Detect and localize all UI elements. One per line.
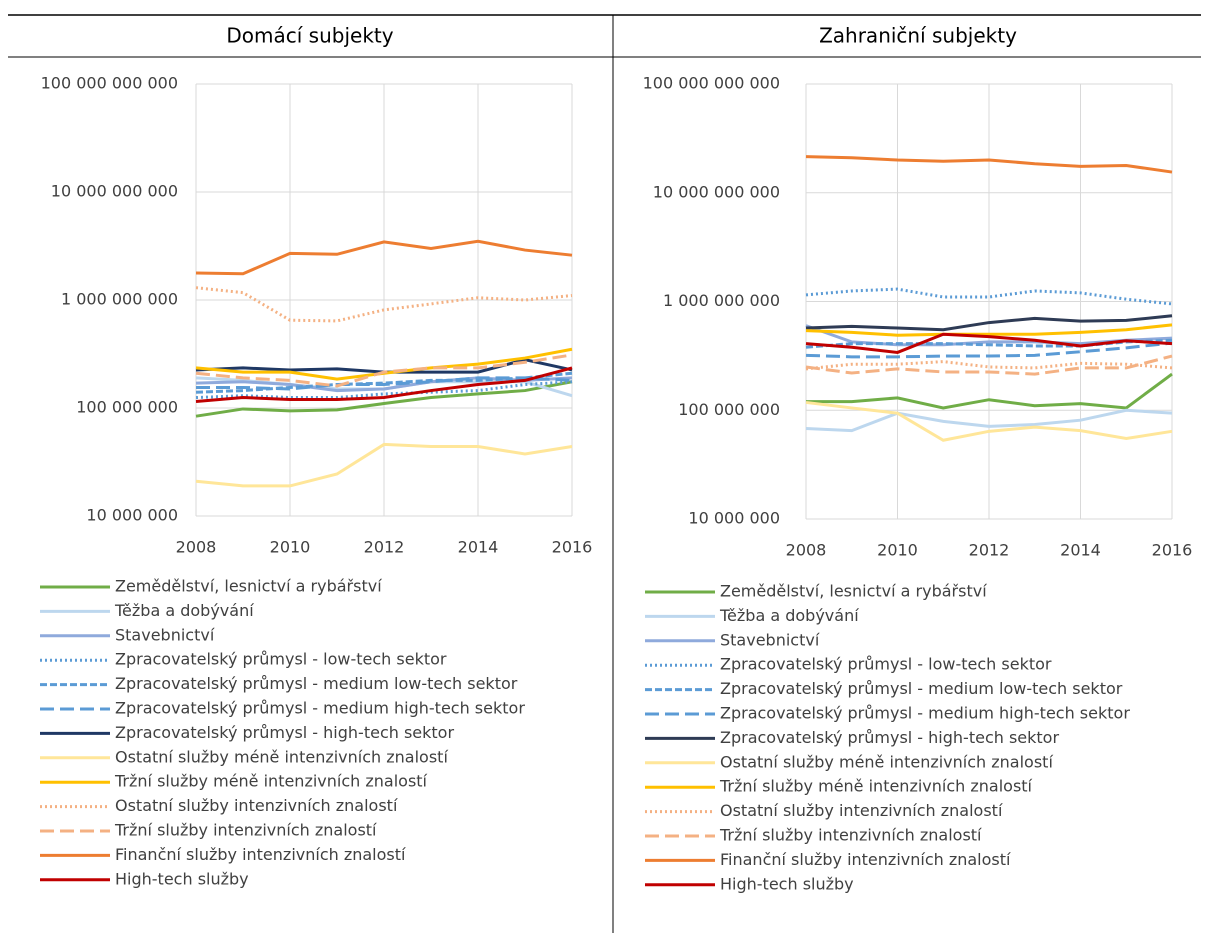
- legend-label: Zpracovatelský průmysl - medium high-tec…: [115, 699, 525, 718]
- legend-label: Zemědělství, lesnictví a rybářství: [115, 577, 382, 596]
- legend-label: Finanční služby intenzivních znalostí: [115, 845, 406, 864]
- x-tick-label: 2012: [364, 538, 405, 557]
- y-tick-label: 100 000 000: [678, 400, 780, 419]
- legend-label: Zpracovatelský průmysl - low-tech sektor: [720, 655, 1052, 674]
- y-tick-label: 10 000 000: [86, 506, 178, 525]
- legend-label: Ostatní služby méně intenzivních znalost…: [115, 747, 448, 766]
- x-tick-label: 2010: [877, 541, 918, 560]
- y-tick-label: 10 000 000 000: [653, 182, 780, 201]
- legend-label: Ostatní služby intenzivních znalostí: [115, 796, 398, 815]
- series-line: [805, 354, 1173, 376]
- x-tick-label: 2016: [1152, 541, 1193, 560]
- legend-label: Ostatní služby intenzivních znalostí: [720, 801, 1003, 820]
- y-tick-label: 1 000 000 000: [663, 291, 780, 310]
- x-tick-label: 2008: [786, 541, 827, 560]
- series-line: [805, 155, 1173, 174]
- legend-label: Zpracovatelský průmysl - low-tech sektor: [115, 650, 447, 669]
- series-line: [806, 372, 1173, 410]
- series-line: [805, 400, 1173, 442]
- series-line: [195, 380, 573, 418]
- legend-label: High-tech služby: [720, 874, 854, 893]
- series-line: [196, 376, 573, 391]
- series-line: [805, 360, 1173, 371]
- series-line: [805, 408, 1173, 433]
- legend-label: Těžba a dobývání: [719, 606, 859, 625]
- series-line: [195, 442, 573, 488]
- legend-label: Tržní služby intenzivních znalostí: [114, 821, 377, 840]
- legend-label: Stavebnictví: [115, 625, 215, 644]
- series-line: [805, 314, 1173, 332]
- series-line: [195, 353, 573, 388]
- legend-label: Zpracovatelský průmysl - medium high-tec…: [720, 704, 1130, 723]
- series-line: [805, 332, 1173, 354]
- x-tick-label: 2008: [176, 538, 217, 557]
- y-tick-label: 1 000 000 000: [61, 290, 178, 309]
- legend-label: Zpracovatelský průmysl - high-tech sekto…: [115, 723, 454, 742]
- series-line: [805, 341, 1173, 359]
- series-line: [195, 286, 573, 323]
- chart-title: Zahraniční subjekty: [819, 24, 1017, 48]
- legend-label: Zpracovatelský průmysl - medium low-tech…: [115, 674, 518, 693]
- x-tick-label: 2010: [270, 538, 311, 557]
- legend-label: Ostatní služby méně intenzivních znalost…: [720, 752, 1053, 771]
- x-tick-label: 2014: [1060, 541, 1101, 560]
- legend-label: Těžba a dobývání: [114, 601, 254, 620]
- series-line: [805, 287, 1173, 306]
- legend-label: High-tech služby: [115, 869, 249, 888]
- legend-label: Tržní služby intenzivních znalostí: [719, 826, 982, 845]
- chart-title: Domácí subjekty: [226, 24, 393, 48]
- series-line: [195, 366, 573, 403]
- legend-label: Tržní služby méně intenzivních znalostí: [719, 777, 1033, 796]
- x-tick-label: 2014: [458, 538, 499, 557]
- y-tick-label: 100 000 000 000: [41, 74, 178, 93]
- legend-label: Zemědělství, lesnictví a rybářství: [720, 582, 987, 601]
- y-tick-label: 10 000 000: [688, 509, 780, 528]
- legend-label: Finanční služby intenzivních znalostí: [720, 850, 1011, 869]
- y-tick-label: 100 000 000 000: [643, 74, 780, 93]
- y-tick-label: 10 000 000 000: [51, 182, 178, 201]
- series-line: [805, 323, 1173, 337]
- legend-label: Tržní služby méně intenzivních znalostí: [114, 772, 428, 791]
- x-tick-label: 2012: [969, 541, 1010, 560]
- series-line: [195, 239, 573, 276]
- legend-label: Stavebnictví: [720, 630, 820, 649]
- legend-label: Zpracovatelský průmysl - high-tech sekto…: [720, 728, 1059, 747]
- x-tick-label: 2016: [552, 538, 593, 557]
- legend-label: Zpracovatelský průmysl - medium low-tech…: [720, 679, 1123, 698]
- y-tick-label: 100 000 000: [76, 398, 178, 417]
